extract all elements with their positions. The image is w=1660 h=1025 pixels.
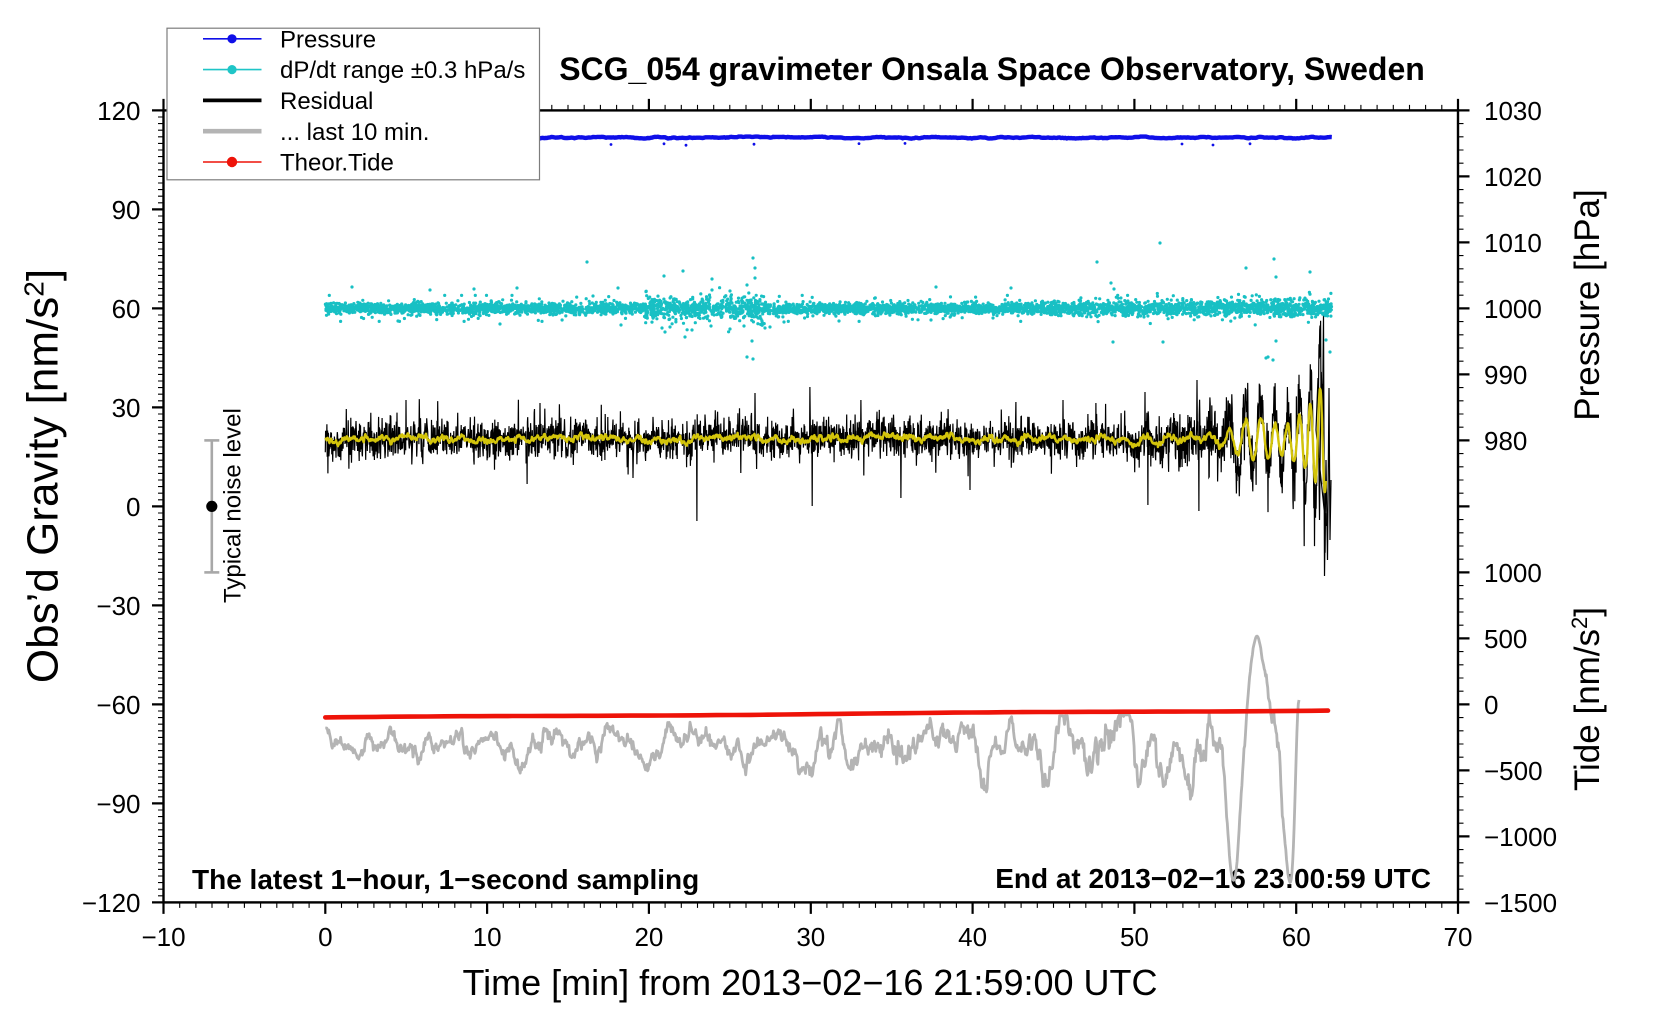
svg-text:1010: 1010 (1484, 228, 1542, 258)
svg-text:0: 0 (126, 492, 140, 522)
svg-text:End at 2013−02−16 23:00:59 UTC: End at 2013−02−16 23:00:59 UTC (995, 863, 1431, 894)
svg-text:30: 30 (796, 922, 825, 952)
svg-text:−90: −90 (96, 789, 140, 819)
svg-text:70: 70 (1444, 922, 1473, 952)
svg-text:120: 120 (97, 96, 140, 126)
svg-text:−30: −30 (96, 591, 140, 621)
svg-text:10: 10 (473, 922, 502, 952)
svg-text:Typical noise level: Typical noise level (220, 408, 247, 603)
svg-text:980: 980 (1484, 426, 1527, 456)
svg-text:0: 0 (318, 922, 332, 952)
svg-text:The latest 1−hour, 1−second sa: The latest 1−hour, 1−second sampling (192, 864, 699, 895)
svg-text:60: 60 (112, 294, 141, 324)
svg-text:0: 0 (1484, 690, 1498, 720)
svg-text:60: 60 (1282, 922, 1311, 952)
svg-text:50: 50 (1120, 922, 1149, 952)
svg-text:90: 90 (112, 195, 141, 225)
svg-text:1020: 1020 (1484, 162, 1542, 192)
svg-text:40: 40 (958, 922, 987, 952)
svg-text:990: 990 (1484, 360, 1527, 390)
svg-text:1030: 1030 (1484, 96, 1542, 126)
svg-text:1000: 1000 (1484, 558, 1542, 588)
svg-text:20: 20 (634, 922, 663, 952)
svg-text:−60: −60 (96, 690, 140, 720)
svg-text:−500: −500 (1484, 756, 1543, 786)
svg-text:−120: −120 (82, 888, 141, 918)
svg-text:30: 30 (112, 393, 141, 423)
svg-text:500: 500 (1484, 624, 1527, 654)
svg-text:−1000: −1000 (1484, 822, 1557, 852)
svg-text:1000: 1000 (1484, 294, 1542, 324)
svg-text:−10: −10 (141, 922, 185, 952)
